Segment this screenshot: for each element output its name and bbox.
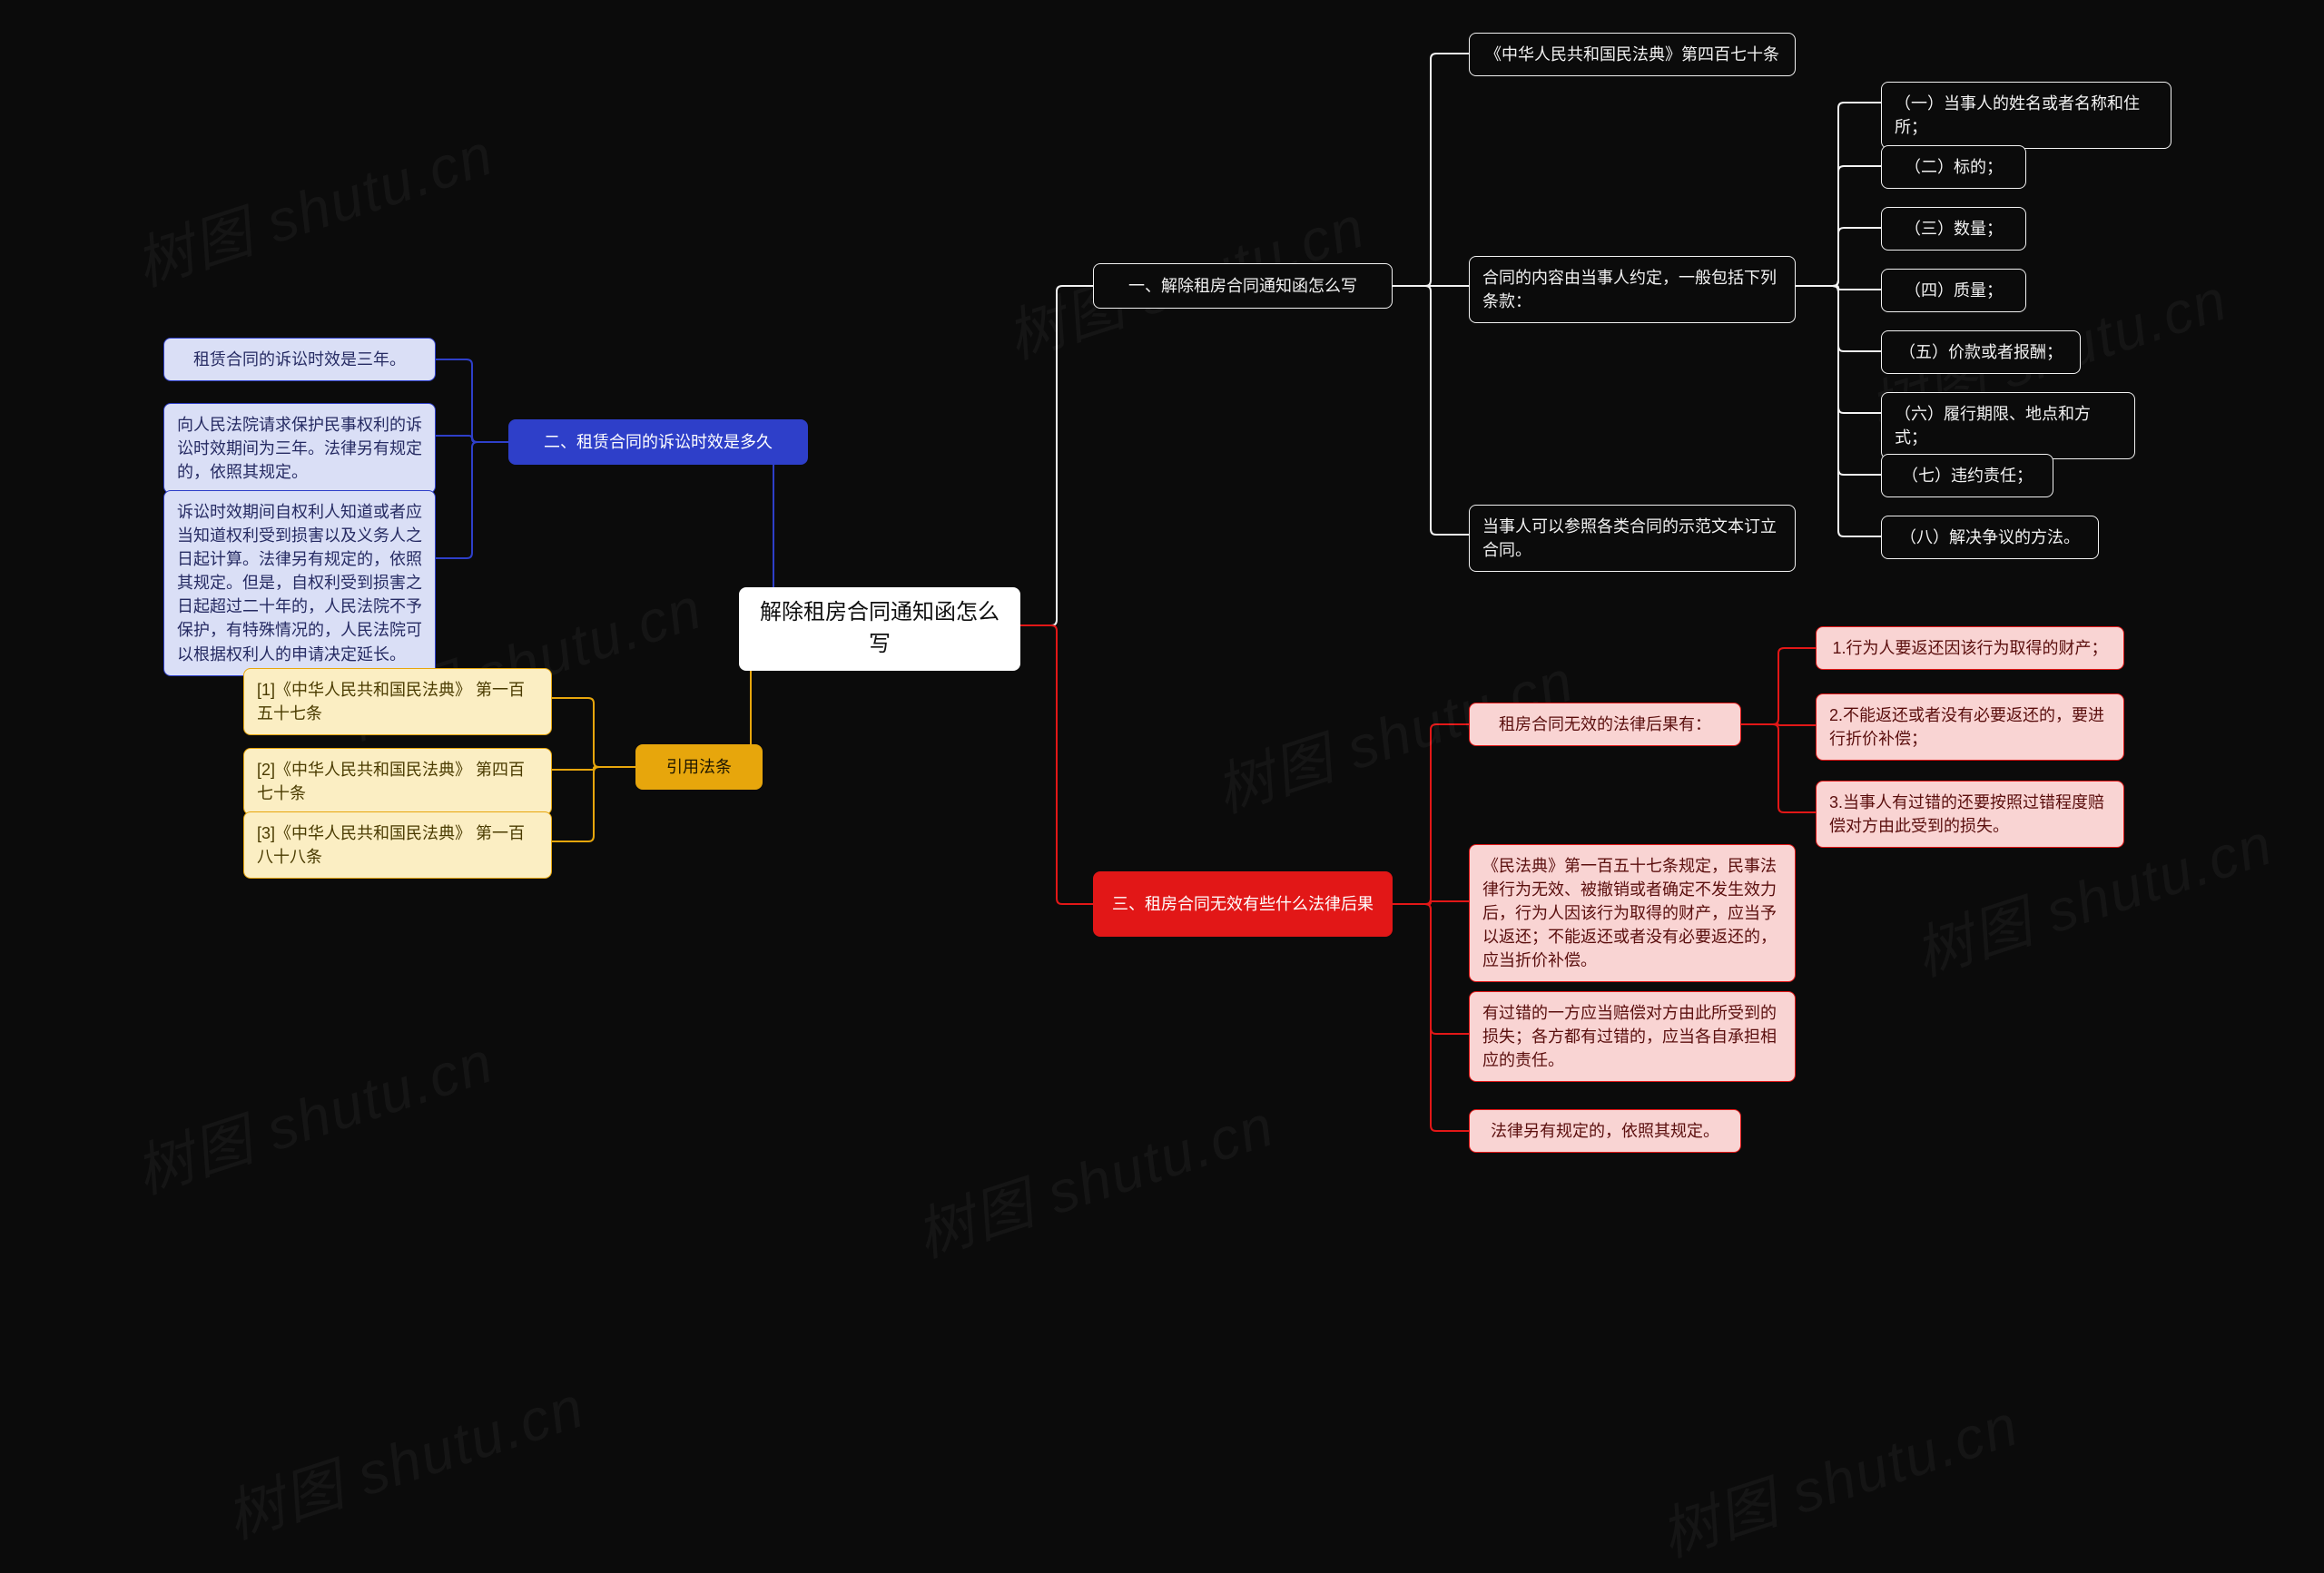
- edge-b3_c1-b3_c1_i2: [1741, 724, 1816, 725]
- edge-b1_c2-b1_c2_i1: [1796, 103, 1881, 286]
- node-b1[interactable]: 一、解除租房合同通知函怎么写: [1093, 263, 1393, 309]
- watermark: 树图 shutu.cn: [214, 1361, 594, 1555]
- edge-b2-b2_c3: [436, 442, 508, 558]
- node-b3_c1[interactable]: 租房合同无效的法律后果有：: [1469, 703, 1741, 746]
- node-b3_c1_i1[interactable]: 1.行为人要返还因该行为取得的财产；: [1816, 626, 2124, 670]
- edge-b1_c2-b1_c2_i3: [1796, 228, 1881, 286]
- node-b1_c2_i2[interactable]: （二）标的；: [1881, 145, 2026, 189]
- node-b1_c2[interactable]: 合同的内容由当事人约定，一般包括下列条款：: [1469, 256, 1796, 323]
- edge-b3_c1-b3_c1_i1: [1741, 648, 1816, 724]
- node-b2_c2[interactable]: 向人民法院请求保护民事权利的诉讼时效期间为三年。法律另有规定的，依照其规定。: [163, 403, 436, 494]
- edge-b3_c1-b3_c1_i3: [1741, 724, 1816, 812]
- edge-b4-b4_c3: [552, 767, 635, 841]
- node-root[interactable]: 解除租房合同通知函怎么写: [739, 587, 1020, 671]
- node-b1_c2_i3[interactable]: （三）数量；: [1881, 207, 2026, 251]
- edge-b4-b4_c1: [552, 698, 635, 767]
- node-b1_c2_i6[interactable]: （六）履行期限、地点和方式；: [1881, 392, 2135, 459]
- edge-b2-b2_c1: [436, 359, 508, 442]
- node-b3_c1_i2[interactable]: 2.不能返还或者没有必要返还的，要进行折价补偿；: [1816, 693, 2124, 761]
- edge-b1_c2-b1_c2_i6: [1796, 286, 1881, 413]
- node-b3_c4[interactable]: 法律另有规定的，依照其规定。: [1469, 1109, 1741, 1153]
- watermark: 树图 shutu.cn: [123, 1016, 503, 1210]
- edge-root-b1: [1020, 286, 1093, 625]
- edge-b1_c2-b1_c2_i2: [1796, 166, 1881, 286]
- node-b2_c3[interactable]: 诉讼时效期间自权利人知道或者应当知道权利受到损害以及义务人之日起计算。法律另有规…: [163, 490, 436, 676]
- node-b4[interactable]: 引用法条: [635, 744, 763, 790]
- edge-root-b3: [1020, 625, 1093, 904]
- edge-b1_c2-b1_c2_i8: [1796, 286, 1881, 536]
- node-b1_c2_i4[interactable]: （四）质量；: [1881, 269, 2026, 312]
- watermark: 树图 shutu.cn: [1649, 1379, 2028, 1573]
- node-b1_c2_i8[interactable]: （八）解决争议的方法。: [1881, 516, 2099, 559]
- node-b2_c1[interactable]: 租赁合同的诉讼时效是三年。: [163, 338, 436, 381]
- node-b3_c3[interactable]: 有过错的一方应当赔偿对方由此所受到的损失；各方都有过错的，应当各自承担相应的责任…: [1469, 991, 1796, 1082]
- node-b3_c1_i3[interactable]: 3.当事人有过错的还要按照过错程度赔偿对方由此受到的损失。: [1816, 781, 2124, 848]
- edge-b1_c2-b1_c2_i5: [1796, 286, 1881, 351]
- edge-b1-b1_c1: [1393, 54, 1469, 286]
- edge-b1_c2-b1_c2_i7: [1796, 286, 1881, 475]
- edge-b3-b3_c4: [1393, 904, 1469, 1131]
- mindmap-canvas: 树图 shutu.cn树图 shutu.cn树图 shutu.cn树图 shut…: [0, 0, 2324, 1473]
- node-b4_c3[interactable]: [3]《中华人民共和国民法典》 第一百八十八条: [243, 811, 552, 879]
- edge-b4-b4_c2: [552, 767, 635, 770]
- edge-b1-b1_c3: [1393, 286, 1469, 535]
- edge-b3-b3_c2: [1393, 901, 1469, 904]
- node-b1_c1[interactable]: 《中华人民共和国民法典》第四百七十条: [1469, 33, 1796, 76]
- edge-b3-b3_c3: [1393, 904, 1469, 1034]
- edge-b2-b2_c2: [436, 436, 508, 442]
- node-b4_c1[interactable]: [1]《中华人民共和国民法典》 第一百五十七条: [243, 668, 552, 735]
- node-b1_c3[interactable]: 当事人可以参照各类合同的示范文本订立合同。: [1469, 505, 1796, 572]
- node-b4_c2[interactable]: [2]《中华人民共和国民法典》 第四百七十条: [243, 748, 552, 815]
- watermark: 树图 shutu.cn: [904, 1079, 1284, 1273]
- node-b3[interactable]: 三、租房合同无效有些什么法律后果: [1093, 871, 1393, 937]
- node-b1_c2_i1[interactable]: （一）当事人的姓名或者名称和住所；: [1881, 82, 2171, 149]
- edge-b3-b3_c1: [1393, 724, 1469, 904]
- node-b1_c2_i7[interactable]: （七）违约责任；: [1881, 454, 2053, 497]
- edge-b1_c2-b1_c2_i4: [1796, 286, 1881, 290]
- node-b3_c2[interactable]: 《民法典》第一百五十七条规定，民事法律行为无效、被撤销或者确定不发生效力后，行为…: [1469, 844, 1796, 982]
- node-b2[interactable]: 二、租赁合同的诉讼时效是多久: [508, 419, 808, 465]
- watermark: 树图 shutu.cn: [123, 108, 503, 302]
- node-b1_c2_i5[interactable]: （五）价款或者报酬；: [1881, 330, 2081, 374]
